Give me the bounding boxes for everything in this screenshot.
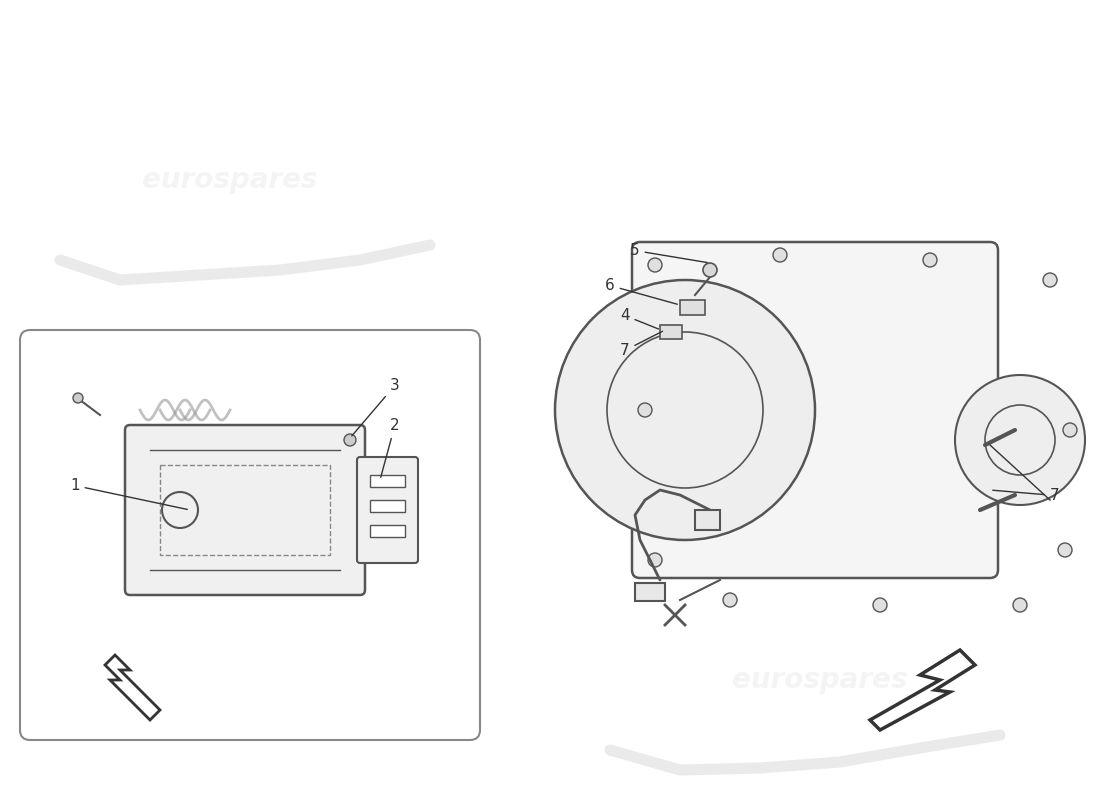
Text: eurospares: eurospares <box>733 666 908 694</box>
Text: 4: 4 <box>620 308 659 329</box>
Text: eurospares: eurospares <box>142 166 318 194</box>
Circle shape <box>773 248 786 262</box>
Circle shape <box>1063 423 1077 437</box>
Circle shape <box>1058 543 1072 557</box>
Text: 7: 7 <box>620 331 662 358</box>
Circle shape <box>638 403 652 417</box>
Circle shape <box>923 253 937 267</box>
Circle shape <box>648 553 662 567</box>
Bar <box>370 475 405 487</box>
Text: eurospares: eurospares <box>142 516 318 544</box>
Text: 1: 1 <box>70 478 187 510</box>
Circle shape <box>873 598 887 612</box>
Polygon shape <box>870 650 975 730</box>
Circle shape <box>955 375 1085 505</box>
Text: 3: 3 <box>352 378 399 436</box>
Circle shape <box>723 593 737 607</box>
Circle shape <box>1043 273 1057 287</box>
Bar <box>370 525 405 537</box>
FancyBboxPatch shape <box>20 330 480 740</box>
Bar <box>370 500 405 512</box>
Circle shape <box>73 393 82 403</box>
Polygon shape <box>104 655 160 720</box>
Bar <box>635 583 666 601</box>
FancyBboxPatch shape <box>125 425 365 595</box>
Text: 6: 6 <box>605 278 678 304</box>
Circle shape <box>556 280 815 540</box>
Text: 5: 5 <box>630 243 707 262</box>
Circle shape <box>344 434 356 446</box>
Bar <box>680 300 705 315</box>
Text: 2: 2 <box>381 418 399 478</box>
Bar <box>660 325 682 339</box>
Circle shape <box>648 258 662 272</box>
Circle shape <box>1013 598 1027 612</box>
Circle shape <box>703 263 717 277</box>
FancyBboxPatch shape <box>358 457 418 563</box>
FancyBboxPatch shape <box>632 242 998 578</box>
Text: 7: 7 <box>993 488 1059 503</box>
Bar <box>695 510 721 530</box>
